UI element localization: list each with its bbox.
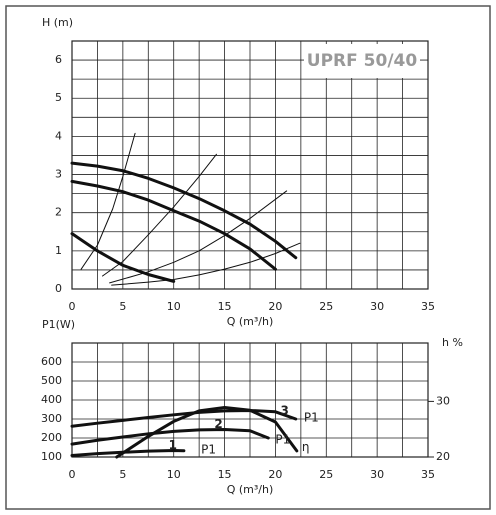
x-tick-label: 20 [268,468,282,481]
y-tick-label: 500 [41,374,62,387]
y-tick-label: 6 [55,53,62,66]
x-tick-label: 15 [218,468,232,481]
curve [70,408,298,428]
x-tick-label: 25 [319,468,333,481]
y-tick-label: 400 [41,393,62,406]
y-axis-label: P1(W) [42,318,75,331]
y-tick-label: 4 [55,129,62,142]
curve [70,232,176,283]
curve [115,406,299,459]
curve [111,242,301,286]
y-tick-label: 5 [55,91,62,104]
x-axis-label: Q (m³/h) [227,315,274,328]
x-tick-label: 0 [69,468,76,481]
x-tick-label: 30 [370,300,384,313]
x-tick-label: 15 [218,300,232,313]
model-label: UPRF 50/40 [307,51,418,71]
curve [80,132,136,270]
y-tick-label: 0 [55,282,62,295]
curve [70,449,186,457]
x-tick-label: 0 [69,300,76,313]
x-tick-label: 35 [421,468,435,481]
plot-border [71,342,429,458]
x-tick-label: 10 [167,300,181,313]
curve-label: 1 [169,438,177,452]
y-tick-label: 3 [55,168,62,181]
y-tick-label: 1 [55,244,62,257]
curve-label: P1 [304,411,319,425]
curve-label: P1 [275,432,290,446]
y-tick-label: 200 [41,431,62,444]
x-tick-label: 5 [119,300,126,313]
curve-label: η [302,440,310,454]
curve [70,427,270,446]
y-tick-label: 100 [41,450,62,463]
y2-tick-label: 30 [436,394,450,407]
curve-label: P1 [201,442,216,456]
x-axis-label: Q (m³/h) [227,483,274,496]
curve [109,190,288,284]
frame [5,5,491,510]
y-tick-label: 2 [55,206,62,219]
model-box [304,44,420,78]
y-tick-label: 600 [41,355,62,368]
y-axis-label: H (m) [42,16,73,29]
x-tick-label: 30 [370,468,384,481]
curve [70,179,277,271]
curve [102,153,217,277]
x-tick-label: 20 [268,300,282,313]
x-tick-label: 10 [167,468,181,481]
x-tick-label: 5 [119,468,126,481]
curve [70,161,298,260]
y-tick-label: 300 [41,412,62,425]
plot-border [71,40,429,290]
curve-label: 2 [214,417,222,431]
y2-axis-label: h % [442,336,463,349]
x-tick-label: 25 [319,300,333,313]
x-tick-label: 35 [421,300,435,313]
y2-tick-label: 20 [436,450,450,463]
curve-label: 3 [281,404,289,418]
